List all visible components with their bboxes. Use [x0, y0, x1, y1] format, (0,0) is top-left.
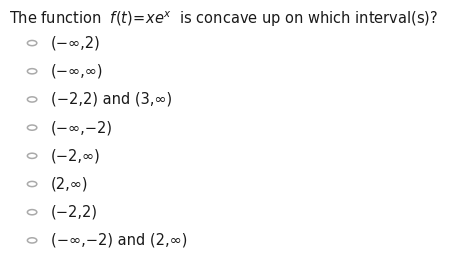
Text: (−∞,∞): (−∞,∞): [51, 64, 103, 79]
Text: (−∞,2): (−∞,2): [51, 35, 101, 51]
Text: (2,∞): (2,∞): [51, 176, 88, 192]
Text: (−∞,−2) and (2,∞): (−∞,−2) and (2,∞): [51, 233, 187, 248]
Text: (−2,∞): (−2,∞): [51, 148, 101, 163]
Text: (−2,2) and (3,∞): (−2,2) and (3,∞): [51, 92, 172, 107]
Text: (−2,2): (−2,2): [51, 205, 98, 220]
Text: The function  $f(t)\!=\!xe^x$  is concave up on which interval(s)?: The function $f(t)\!=\!xe^x$ is concave …: [9, 9, 438, 29]
Text: (−∞,−2): (−∞,−2): [51, 120, 113, 135]
